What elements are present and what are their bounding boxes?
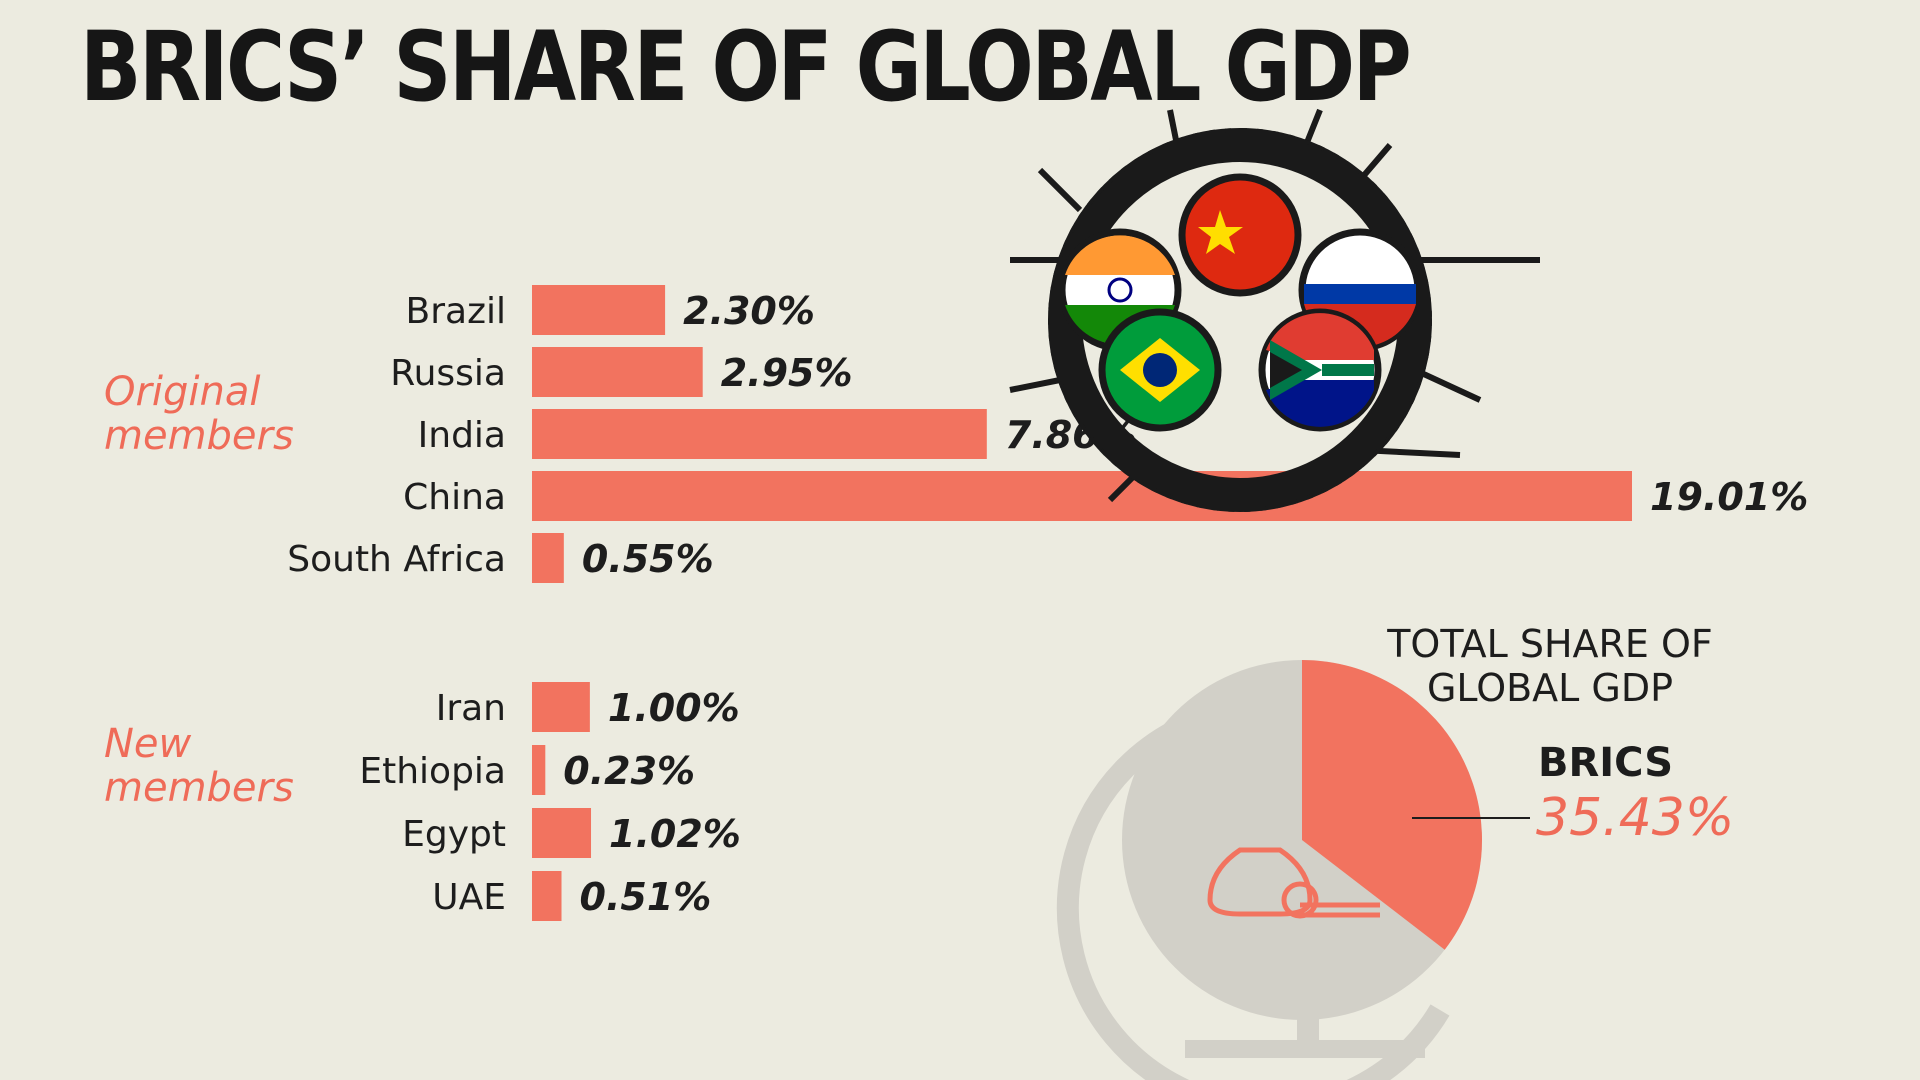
category-label: UAE [432, 877, 506, 918]
bar-uae [532, 871, 562, 921]
value-label: 0.51% [580, 875, 712, 919]
pie-title: TOTAL SHARE OF GLOBAL GDP [1330, 622, 1770, 710]
group-label-original-text: Original members [104, 369, 294, 459]
category-label: China [403, 477, 506, 518]
bar-egypt [532, 808, 592, 858]
group-label-original: Original members [104, 370, 294, 458]
category-label: Egypt [402, 814, 506, 855]
value-label: 2.95% [721, 351, 853, 395]
bar-russia [532, 347, 703, 397]
bar-india [532, 409, 987, 459]
category-label: Russia [390, 353, 506, 394]
flag-wheel-icon [1009, 108, 1540, 512]
money-bag-icon [1207, 847, 1380, 919]
category-label: Ethiopia [359, 751, 506, 792]
category-label: India [418, 415, 506, 456]
value-label: 19.01% [1650, 475, 1808, 519]
category-label: South Africa [287, 539, 506, 580]
bar-ethiopia [532, 745, 546, 795]
pie-slice-name: BRICS [1538, 740, 1674, 786]
pie-slice-brics [1302, 660, 1482, 950]
bar-south-africa [532, 533, 564, 583]
group-label-new-text: New members [104, 721, 294, 811]
value-label: 2.30% [683, 289, 815, 333]
category-label: Brazil [406, 291, 506, 332]
pie-title-text: TOTAL SHARE OF GLOBAL GDP [1387, 622, 1713, 710]
value-label: 1.02% [609, 812, 741, 856]
bar-china [532, 471, 1632, 521]
value-label: 0.55% [582, 537, 714, 581]
value-label: 1.00% [608, 686, 740, 730]
pie-chart [1122, 660, 1482, 1020]
value-label: 0.23% [563, 749, 695, 793]
pie-slice-value: 35.43% [1536, 788, 1735, 848]
bar-brazil [532, 285, 666, 335]
bar-chart: Brazil 2.30%Russia 2.95%India 7.86%China 19.… [287, 285, 1808, 921]
category-label: Iran [436, 688, 506, 729]
page-title: BRICS’ SHARE OF GLOBAL GDP [80, 11, 1412, 123]
globe-icon [1056, 709, 1450, 1080]
bar-iran [532, 682, 590, 732]
group-label-new: New members [104, 722, 294, 810]
